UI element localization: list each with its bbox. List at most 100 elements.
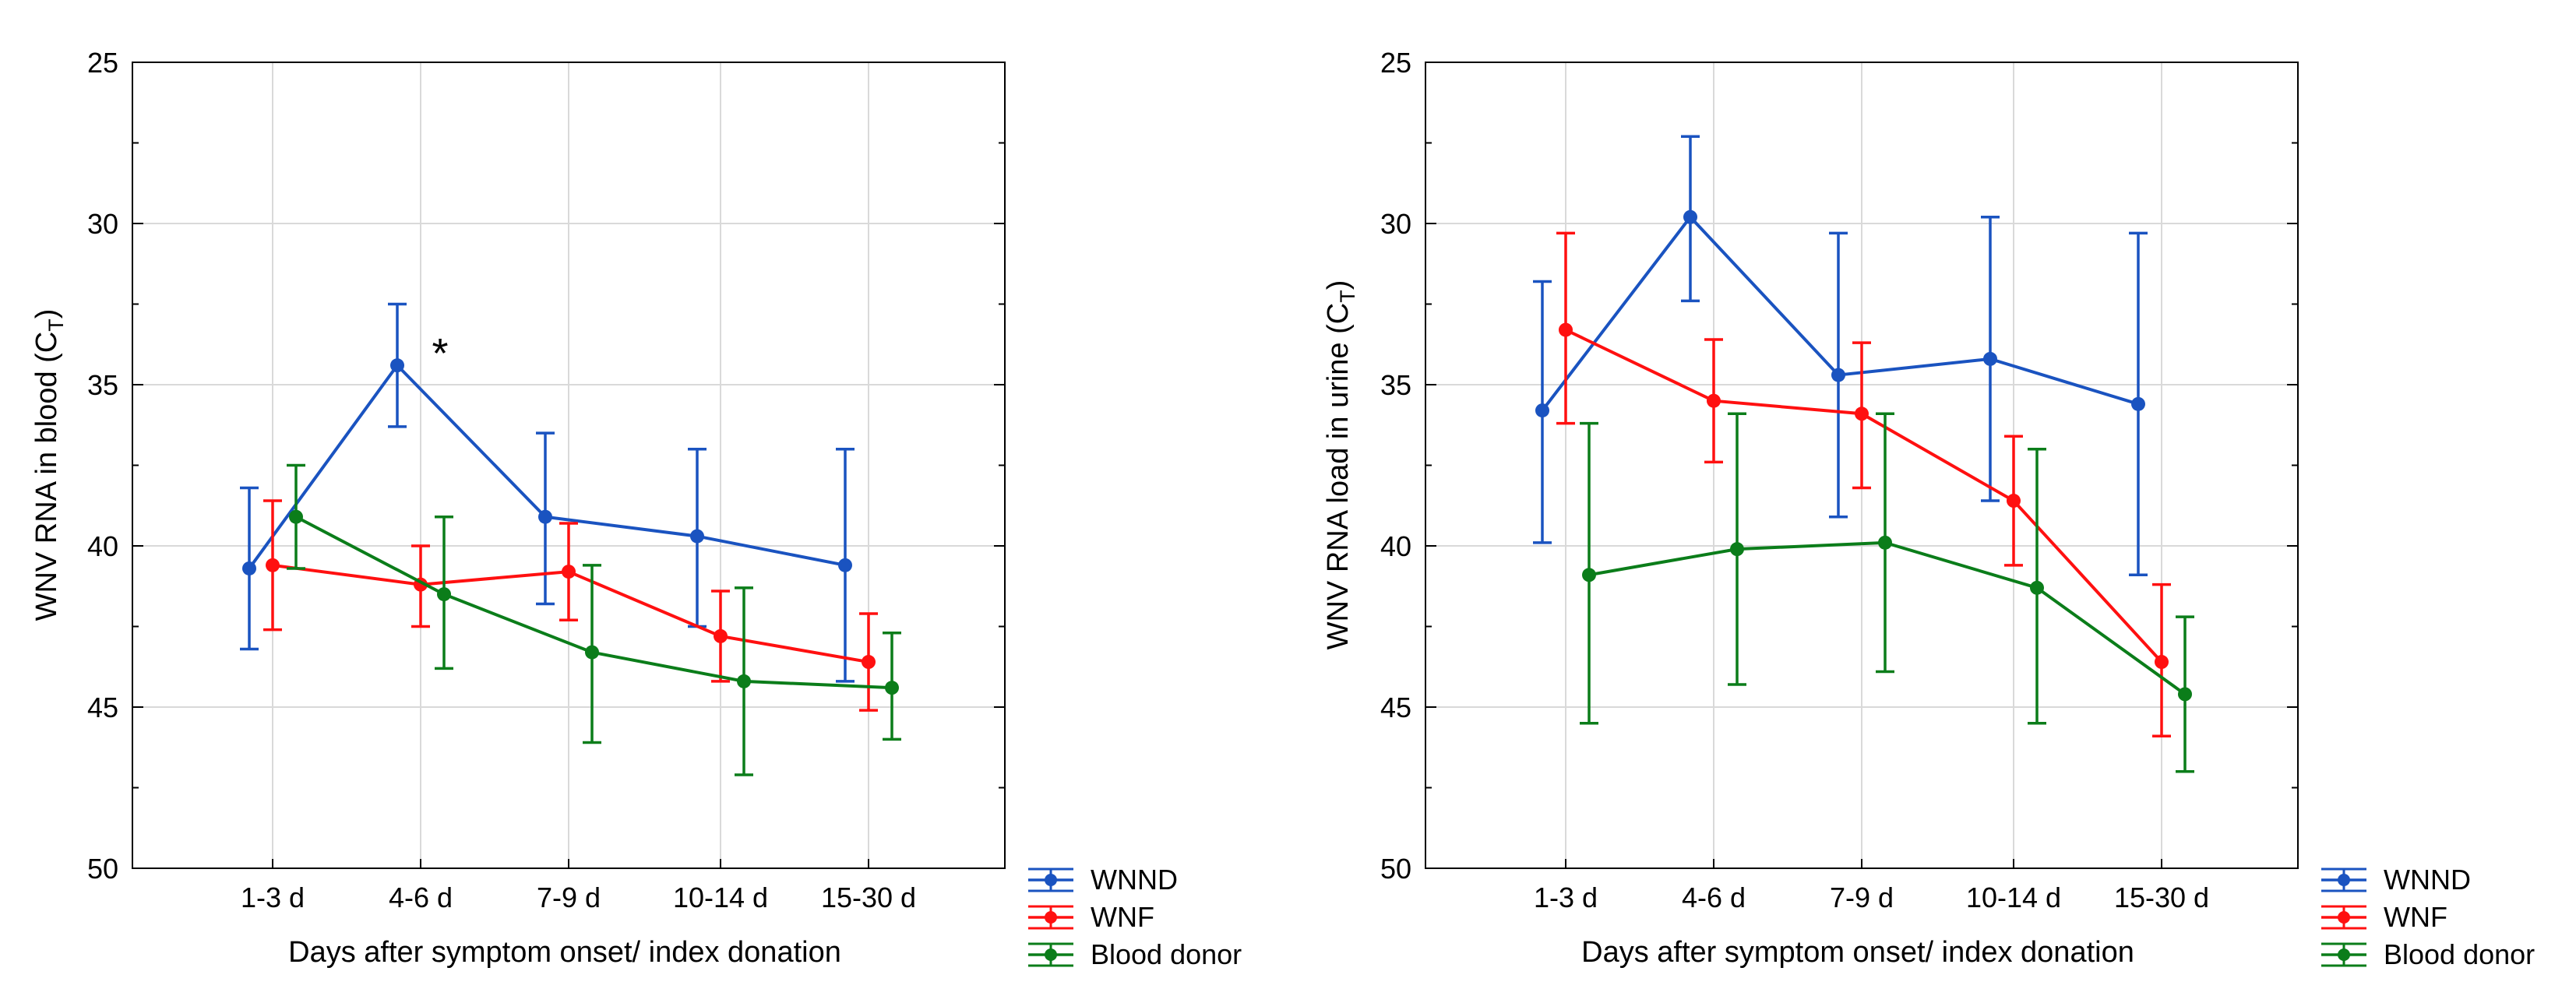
data-point [538,509,552,524]
blood-y-tick-label: 45 [87,692,118,723]
urine-x-tick-label: 4-6 d [1682,882,1746,913]
legend-marker [1045,911,1057,924]
data-point [2178,687,2192,702]
urine-chart: 25 30 35 40 45 50 1-3 d 4-6 d 7-9 d 10-14 d 15-30… [1322,47,2535,970]
blood-x-tick-label: 1-3 d [241,882,305,913]
blood-y-tick-label: 30 [87,208,118,240]
data-point [737,674,751,688]
blood-series-blood-donor [287,463,901,776]
legend-item-wnf: WNF [2321,901,2447,933]
legend-label: WNND [1091,864,1178,896]
legend-label: WNND [2384,864,2471,896]
blood-x-tick-label: 7-9 d [537,882,601,913]
series-line [295,515,893,690]
urine-y-tick-label: 30 [1380,208,1411,240]
blood-x-axis-title: Days after symptom onset/ index donation [288,936,841,969]
urine-series-blood-donor [1580,412,2194,773]
data-point [1707,393,1721,408]
legend-item-blood-donor: Blood donor [1028,938,1242,970]
legend-label: WNF [1091,901,1154,933]
blood-x-tick-label: 15-30 d [821,882,916,913]
urine-x-tick-label: 10-14 d [1966,882,2061,913]
data-point [2007,494,2021,509]
data-point [1878,535,1892,550]
blood-series [240,302,901,776]
urine-x-tick-label: 7-9 d [1830,882,1894,913]
blood-chart: 25 30 35 40 45 50 1-3 d 4-6 d 7-9 d 10-14 d 15-30… [30,47,1242,970]
blood-y-axis-title: WNV RNA in blood (CT) [30,309,68,621]
legend-item-wnnd: WNND [2321,864,2471,896]
data-point [1582,568,1596,582]
data-point [562,565,576,579]
data-point [838,558,852,572]
data-point [1983,351,1997,366]
legend-label: Blood donor [2384,938,2535,970]
legend-marker [1045,874,1057,886]
data-point [714,628,728,643]
data-point [242,561,256,575]
blood-y-axis-title-subscript: T [44,318,68,332]
blood-x-axis: 1-3 d 4-6 d 7-9 d 10-14 d 15-30 d [241,859,916,913]
blood-y-axis-title-main: WNV RNA in blood (C [30,332,63,621]
data-point [2131,396,2145,411]
data-point [585,645,599,660]
legend-marker [2338,948,2350,961]
blood-y-tick-label: 40 [87,530,118,562]
urine-y-axis-title-close: ) [1322,280,1355,290]
urine-y-tick-label: 45 [1380,692,1411,723]
blood-x-tick-label: 4-6 d [389,882,453,913]
legend-label: Blood donor [1091,938,1242,970]
data-point [862,655,876,670]
blood-series-wnnd [240,302,855,683]
data-point [690,529,704,544]
blood-y-tick-label: 50 [87,853,118,885]
urine-y-axis-title-subscript: T [1336,290,1359,303]
urine-legend: WNND WNF Blood donor [2321,864,2535,970]
urine-y-tick-label: 25 [1380,47,1411,79]
legend-marker [1045,948,1057,961]
data-point [266,558,280,572]
urine-x-axis-title: Days after symptom onset/ index donation [1581,936,2134,969]
urine-series-wnnd [1533,135,2148,577]
data-point [1535,403,1549,418]
legend-item-blood-donor: Blood donor [2321,938,2535,970]
legend-item-wnnd: WNND [1028,864,1178,896]
blood-y-axis: 25 30 35 40 45 50 [87,47,1005,885]
legend-marker [2338,874,2350,886]
data-point [390,358,404,373]
data-point [1730,542,1744,557]
data-point [1559,322,1573,337]
data-point [437,587,451,602]
urine-x-tick-label: 15-30 d [2114,882,2209,913]
blood-significance-marker: * [432,330,448,377]
urine-y-axis-title: WNV RNA load in urine (CT) [1322,280,1359,650]
data-point [2030,580,2044,595]
data-point [1831,368,1845,382]
data-point [289,509,303,524]
data-point [2155,655,2169,670]
data-point [885,681,899,695]
blood-y-axis-title-close: ) [30,309,63,319]
legend-label: WNF [2384,901,2447,933]
urine-y-tick-label: 35 [1380,369,1411,401]
blood-gridlines [132,62,1005,868]
urine-y-axis: 25 30 35 40 45 50 [1380,47,2298,885]
urine-x-tick-label: 1-3 d [1534,882,1598,913]
blood-y-tick-label: 25 [87,47,118,79]
data-point [1683,209,1697,224]
blood-legend: WNND WNF Blood donor [1028,864,1242,970]
legend-item-wnf: WNF [1028,901,1154,933]
blood-x-tick-label: 10-14 d [673,882,768,913]
urine-y-tick-label: 50 [1380,853,1411,885]
blood-y-tick-label: 35 [87,369,118,401]
blood-series-wnf [263,499,878,712]
urine-y-axis-title-main: WNV RNA load in urine (C [1322,303,1355,650]
urine-series [1533,135,2194,773]
urine-y-tick-label: 40 [1380,530,1411,562]
series-line [272,563,869,664]
legend-marker [2338,911,2350,924]
urine-x-axis: 1-3 d 4-6 d 7-9 d 10-14 d 15-30 d [1534,859,2209,913]
data-point [1855,406,1869,421]
urine-series-wnf [1556,231,2171,738]
